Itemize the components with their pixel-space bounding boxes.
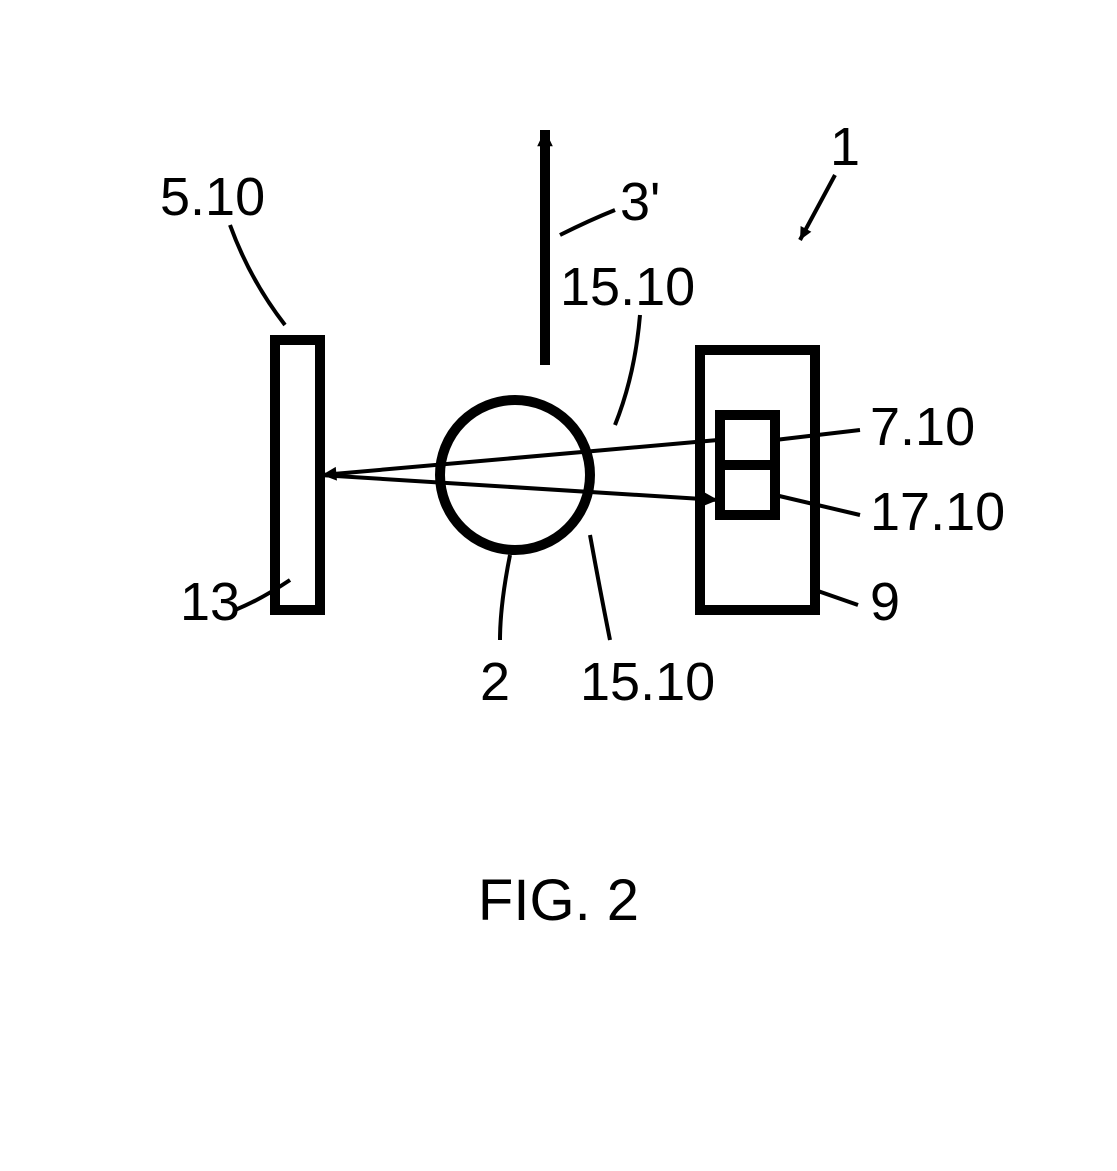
- beam-return: [320, 475, 718, 500]
- leader-5-10: [230, 225, 285, 325]
- label-L1: 1: [830, 117, 860, 177]
- left-block: [275, 340, 320, 610]
- leader-15-10-lower: [590, 535, 610, 640]
- inner-block-bottom: [720, 465, 775, 515]
- label-L7_10: 7.10: [870, 397, 975, 457]
- leader-2: [500, 555, 510, 640]
- beam-out: [322, 440, 718, 475]
- leader-15-10-upper: [615, 315, 640, 425]
- axis-arrow-head: [537, 130, 553, 146]
- label-L13: 13: [180, 572, 240, 632]
- label-L5_10: 5.10: [160, 167, 265, 227]
- label-L2: 2: [480, 652, 510, 712]
- label-L15_10a: 15.10: [560, 257, 695, 317]
- label-L3p: 3': [620, 172, 660, 232]
- label-L17_10: 17.10: [870, 482, 1005, 542]
- figure-caption: FIG. 2: [478, 868, 639, 933]
- label-L9: 9: [870, 572, 900, 632]
- leader-9: [815, 590, 858, 605]
- leader-3prime: [560, 210, 615, 235]
- inner-block-top: [720, 415, 775, 465]
- label-L15_10b: 15.10: [580, 652, 715, 712]
- center-circle: [440, 400, 590, 550]
